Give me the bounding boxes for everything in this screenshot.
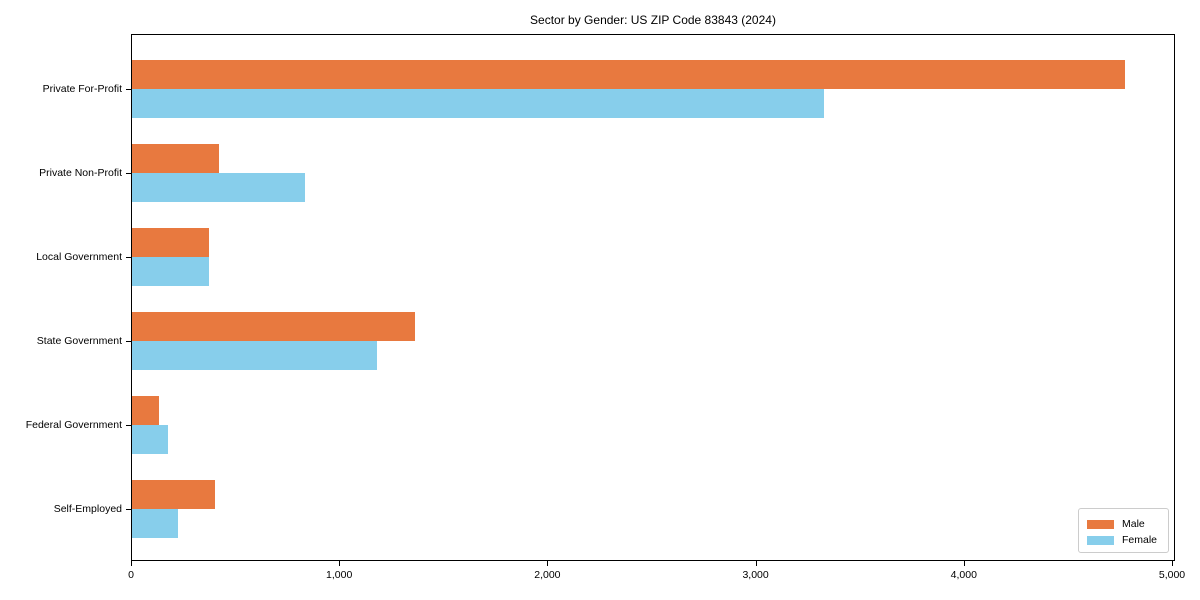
x-tick-label-1000: 1,000 [326, 569, 353, 581]
legend-row-male: Male [1087, 516, 1168, 532]
male-bar-private-for-profit [132, 60, 1125, 89]
male-bar-self-employed [132, 480, 215, 509]
legend-label-female: Female [1122, 534, 1158, 546]
y-tick-label-federal-government: Federal Government [25, 419, 122, 431]
x-tick-label-3000: 3,000 [742, 569, 769, 581]
female-bar-private-non-profit [132, 173, 305, 202]
x-tick-label-0: 0 [128, 569, 134, 581]
y-tick-label-private-for-profit: Private For-Profit [42, 83, 122, 95]
y-tick-local-government [126, 257, 131, 258]
female-bar-self-employed [132, 509, 178, 538]
y-tick-state-government [126, 341, 131, 342]
female-bar-federal-government [132, 425, 168, 454]
legend-swatch-male [1087, 519, 1114, 529]
male-bar-local-government [132, 228, 209, 257]
x-tick-3000 [755, 561, 757, 566]
y-tick-label-state-government: State Government [36, 335, 122, 347]
x-tick-label-4000: 4,000 [950, 569, 977, 581]
x-tick-label-2000: 2,000 [534, 569, 561, 581]
x-tick-1000 [339, 561, 341, 566]
x-tick-4000 [963, 561, 965, 566]
y-tick-federal-government [126, 425, 131, 426]
x-tick-0 [131, 561, 132, 566]
plot-area [131, 34, 1175, 561]
y-tick-label-private-non-profit: Private Non-Profit [39, 167, 122, 179]
female-bar-local-government [132, 257, 209, 286]
female-bar-private-for-profit [132, 89, 824, 118]
y-tick-private-for-profit [126, 89, 131, 90]
male-bar-state-government [132, 312, 415, 341]
legend-row-female: Female [1087, 532, 1168, 548]
x-tick-2000 [547, 561, 549, 566]
y-tick-self-employed [126, 509, 131, 510]
y-tick-private-non-profit [126, 173, 131, 174]
y-tick-label-local-government: Local Government [36, 251, 122, 263]
legend-label-male: Male [1122, 518, 1145, 530]
female-bar-state-government [132, 341, 377, 370]
x-tick-5000 [1172, 561, 1173, 566]
x-tick-label-5000: 5,000 [1158, 569, 1186, 581]
chart-title: Sector by Gender: US ZIP Code 83843 (202… [530, 13, 776, 27]
y-tick-label-self-employed: Self-Employed [53, 503, 122, 515]
legend: Male Female [1078, 508, 1169, 553]
male-bar-federal-government [132, 396, 159, 425]
legend-swatch-female [1087, 535, 1114, 545]
male-bar-private-non-profit [132, 144, 219, 173]
